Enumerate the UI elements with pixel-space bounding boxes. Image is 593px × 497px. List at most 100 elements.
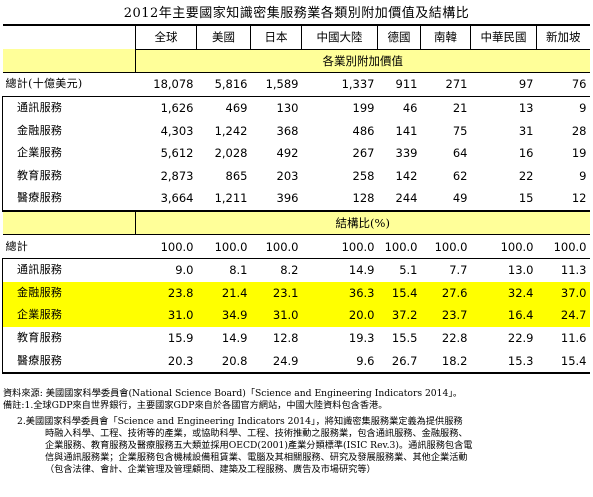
note-2-line: （包含法律、會計、企業管理及管理顧問、建築及工程服務、廣告及市場研究等）: [45, 464, 376, 475]
value-cell: 15.4: [536, 349, 590, 374]
value-cell: 26.7: [377, 349, 421, 374]
column-header: 美國: [196, 23, 251, 50]
value-cell: 12.8: [272, 331, 299, 346]
value-cell: 76: [536, 72, 590, 97]
value-cell: 46: [402, 101, 418, 116]
table-row: 金融服務 23.8 21.4 23.1 36.3 15.4 27.6 32.4 37.0: [2, 281, 590, 305]
value-cell: 244: [377, 187, 421, 212]
value-cell: 368: [276, 123, 299, 138]
value-cell: 97: [470, 72, 537, 97]
row-label: 企業服務: [2, 141, 136, 165]
value-cell: 1,626: [160, 101, 194, 116]
value-cell: 100.0: [135, 234, 197, 259]
row-label: 金融服務: [2, 281, 136, 305]
value-cell: 18.2: [420, 349, 471, 374]
value-cell: 203: [276, 168, 299, 183]
value-cell: 141: [395, 123, 418, 138]
value-cell: 14.9: [348, 263, 375, 278]
value-cell: 469: [225, 101, 248, 116]
value-cell: 267: [352, 146, 375, 161]
header-corner: [2, 23, 136, 50]
table-row: 企業服務 31.0 34.9 31.0 20.0 37.2 23.7 16.4 24.7: [2, 304, 590, 327]
row-label: 金融服務: [2, 119, 136, 142]
value-cell: 20.3: [135, 349, 197, 374]
table-row: 總計(十億美元) 18,078 5,816 1,589 1,337 911 271 97 76: [2, 72, 590, 97]
value-cell: 11.6: [560, 331, 587, 346]
value-cell: 22: [518, 168, 534, 183]
value-cell: 130: [276, 101, 299, 116]
note-2-line: 信與通訊服務業；企業服務包含機械設備租賃業、電腦及其相關服務、研究及發展服務業、…: [45, 452, 468, 463]
table-row: 醫療服務 20.3 20.8 24.9 9.6 26.7 18.2 15.3 15.4: [2, 349, 590, 374]
value-cell: 7.7: [449, 263, 468, 278]
note-2-line: 企業服務、教育服務及醫療服務五大類並採用OECD(2001)產業分類標準(ISI…: [45, 440, 473, 451]
column-header: 日本: [250, 23, 302, 50]
column-header: 德國: [377, 23, 421, 50]
value-cell: 142: [395, 168, 418, 183]
row-label: 總計: [2, 234, 136, 259]
row-label: 通訊服務: [2, 258, 136, 282]
value-cell: 1,337: [301, 72, 378, 97]
value-cell: 486: [352, 123, 375, 138]
value-cell: 12: [536, 187, 590, 212]
row-label: 醫療服務: [2, 349, 136, 374]
section-gap: [2, 210, 136, 236]
value-cell: 258: [352, 168, 375, 183]
footnotes: 資料來源: 美國國家科學委員會(National Science Board)「…: [3, 388, 591, 476]
value-cell: 32.4: [470, 281, 537, 305]
value-cell: 2,028: [214, 146, 248, 161]
value-cell: 16: [518, 146, 534, 161]
value-cell: 15.9: [167, 331, 194, 346]
value-cell: 37.2: [377, 304, 421, 327]
row-label: 醫療服務: [2, 187, 136, 212]
value-cell: 64: [452, 146, 468, 161]
column-header-row: 全球 美國 日本 中國大陸 德國 南韓 中華民國 新加坡: [2, 23, 590, 50]
value-cell: 20.0: [301, 304, 378, 327]
value-cell: 9: [579, 101, 587, 116]
value-cell: 23.7: [420, 304, 471, 327]
value-cell: 2,873: [160, 168, 194, 183]
value-cell: 396: [250, 187, 302, 212]
source-note: 資料來源: 美國國家科學委員會(National Science Board)「…: [3, 388, 463, 399]
value-cell: 21.4: [196, 281, 251, 305]
value-cell: 34.9: [196, 304, 251, 327]
value-cell: 15: [470, 187, 537, 212]
value-cell: 100.0: [250, 234, 302, 259]
table-row: 金融服務 4,303 1,242 368 486 141 75 31 28: [2, 119, 590, 142]
column-header: 新加坡: [536, 23, 590, 50]
value-cell: 1,589: [250, 72, 302, 97]
value-cell: 271: [420, 72, 471, 97]
value-cell: 31.0: [135, 304, 197, 327]
table-row: 通訊服務 9.0 8.1 8.2 14.9 5.1 7.7 13.0 11.3: [2, 258, 590, 282]
section-header-ratio: 結構比(%): [2, 210, 590, 236]
note-2-line: 時融入科學、工程、技術等的產業，或協助科學、工程、技術推動之服務業，包含通訊服務…: [45, 428, 468, 439]
row-label: 總計(十億美元): [2, 72, 136, 97]
row-label: 企業服務: [2, 304, 136, 327]
value-cell: 22.9: [507, 331, 534, 346]
value-cell: 100.0: [301, 234, 378, 259]
value-cell: 8.1: [229, 263, 248, 278]
value-cell: 24.9: [250, 349, 302, 374]
value-cell: 15.3: [470, 349, 537, 374]
value-cell: 100.0: [536, 234, 590, 259]
value-cell: 28: [571, 123, 587, 138]
value-cell: 14.9: [221, 331, 248, 346]
value-cell: 15.4: [377, 281, 421, 305]
value-cell: 13.0: [507, 263, 534, 278]
value-cell: 5,612: [160, 146, 194, 161]
column-header: 中國大陸: [301, 23, 378, 50]
value-cell: 911: [377, 72, 421, 97]
note-1: 備註:1.全球GDP來自世界銀行，主要國家GDP來自於各國官方網站，中國大陸資料…: [3, 400, 388, 411]
value-cell: 37.0: [536, 281, 590, 305]
value-cell: 75: [452, 123, 468, 138]
table-row: 總計 100.0 100.0 100.0 100.0 100.0 100.0 100.0 100…: [2, 234, 590, 259]
value-cell: 339: [395, 146, 418, 161]
value-cell: 100.0: [377, 234, 421, 259]
value-cell: 23.1: [250, 281, 302, 305]
value-cell: 9: [579, 168, 587, 183]
value-cell: 492: [276, 146, 299, 161]
value-cell: 4,303: [160, 123, 194, 138]
row-label: 教育服務: [2, 326, 136, 350]
row-label: 通訊服務: [2, 96, 136, 120]
value-cell: 18,078: [135, 72, 197, 97]
note-2-line: 2.美國國家科學委員會「Science and Engineering Indi…: [17, 416, 463, 427]
